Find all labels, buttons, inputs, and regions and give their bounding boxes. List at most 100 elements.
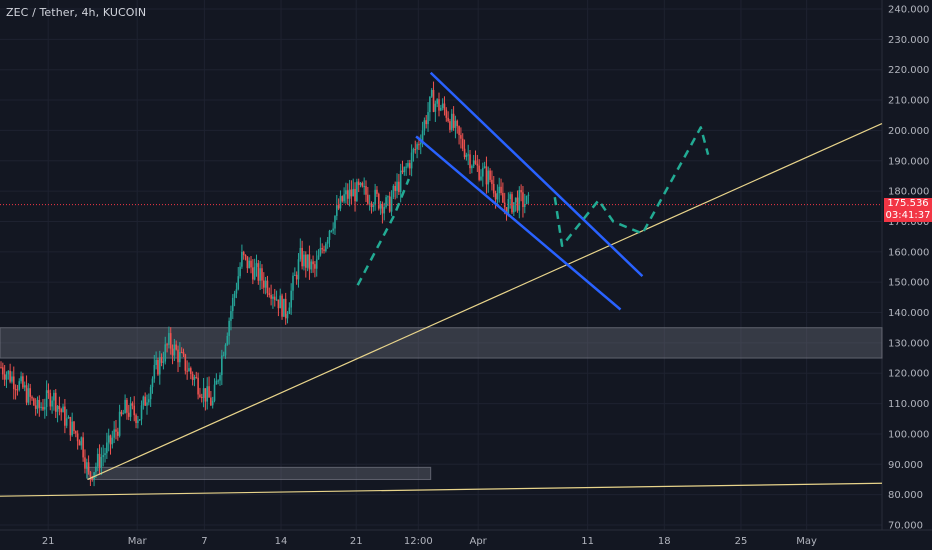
- candle-body: [336, 205, 338, 216]
- candle-body: [144, 396, 146, 406]
- candle-body: [434, 103, 437, 112]
- candle-body: [409, 163, 411, 169]
- y-tick-label: 110.000: [888, 399, 929, 410]
- y-tick-label: 90.000: [888, 460, 923, 471]
- candle-body: [33, 398, 35, 406]
- candle-body: [184, 354, 187, 371]
- candle-body: [85, 462, 88, 469]
- candle-body: [332, 228, 334, 231]
- candle-body: [429, 96, 431, 113]
- candle-body: [527, 194, 530, 196]
- y-tick-label: 150.000: [888, 278, 929, 289]
- candle-body: [315, 259, 318, 269]
- x-tick-label: 25: [735, 536, 748, 547]
- candle-body: [100, 456, 103, 468]
- support-zone: [0, 327, 883, 359]
- x-tick-label: 12:00: [404, 536, 433, 547]
- candle-body: [449, 121, 451, 130]
- candle-body: [34, 405, 37, 409]
- candle-body: [264, 280, 267, 288]
- candle-body: [292, 275, 294, 291]
- candle-body: [60, 409, 63, 413]
- candle-body: [115, 429, 117, 432]
- candle-body: [80, 437, 83, 446]
- candle-body: [368, 203, 371, 205]
- candle-body: [67, 417, 70, 419]
- candle-body: [202, 388, 205, 398]
- candle-body: [450, 113, 453, 130]
- candle-body: [186, 370, 188, 372]
- candle-body: [76, 433, 79, 442]
- candle-body: [272, 296, 274, 299]
- candle-body: [91, 476, 94, 480]
- candle-body: [259, 268, 261, 281]
- candle-body: [341, 196, 344, 202]
- candle-body: [513, 202, 515, 213]
- candle-body: [463, 148, 466, 158]
- candle-body: [210, 397, 212, 406]
- candle-body: [471, 166, 473, 169]
- candle-body: [111, 437, 114, 445]
- candle-body: [491, 179, 493, 184]
- candle-body: [9, 370, 11, 382]
- candle-body: [483, 166, 486, 168]
- candle-body: [188, 368, 190, 372]
- candle-body: [414, 149, 417, 151]
- candle-body: [44, 406, 46, 410]
- candle-body: [372, 205, 375, 207]
- candle-body: [465, 154, 468, 158]
- candle-body: [137, 420, 139, 424]
- candle-body: [166, 344, 168, 346]
- candle-body: [354, 189, 356, 202]
- candle-body: [290, 290, 292, 308]
- candle-body: [509, 194, 511, 200]
- candle-body: [498, 186, 501, 194]
- candle-body: [345, 190, 347, 195]
- candle-body: [233, 293, 236, 298]
- candle-body: [180, 351, 183, 353]
- candle-body: [445, 109, 448, 118]
- candle-body: [82, 437, 84, 458]
- candle-body: [480, 176, 482, 180]
- candle-body: [314, 264, 316, 269]
- candle-body: [200, 397, 203, 399]
- candle-body: [62, 406, 64, 413]
- candle-body: [98, 453, 101, 468]
- candle-body: [482, 167, 484, 177]
- candle-body: [217, 380, 219, 382]
- candle-body: [310, 261, 313, 270]
- candle-body: [7, 370, 10, 375]
- candle-body: [162, 361, 165, 363]
- projection-path-early: [356, 178, 410, 286]
- candle-body: [29, 388, 31, 397]
- candle-body: [456, 120, 459, 127]
- y-tick-label: 70.000: [888, 521, 923, 532]
- candle-body: [25, 385, 28, 403]
- candle-body: [89, 471, 92, 477]
- candle-body: [401, 170, 404, 173]
- candle-body: [237, 276, 240, 290]
- candle-body: [2, 367, 4, 375]
- candle-body: [398, 181, 400, 193]
- candle-body: [169, 333, 172, 349]
- candle-body: [454, 120, 457, 128]
- candle-body: [151, 378, 154, 388]
- candle-body: [365, 186, 367, 195]
- candle-body: [304, 254, 307, 268]
- candle-body: [255, 263, 258, 267]
- candle-body: [520, 190, 522, 193]
- y-tick-label: 100.000: [888, 429, 929, 440]
- candle-body: [343, 194, 345, 202]
- candle-body: [22, 376, 24, 388]
- candle-body: [522, 192, 524, 208]
- candle-body: [221, 355, 223, 376]
- candle-body: [230, 311, 232, 321]
- candle-body: [11, 376, 13, 382]
- candle-body: [511, 194, 513, 213]
- candle-body: [334, 215, 336, 229]
- candle-body: [407, 163, 409, 167]
- candle-body: [127, 412, 130, 417]
- candle-body: [175, 344, 177, 350]
